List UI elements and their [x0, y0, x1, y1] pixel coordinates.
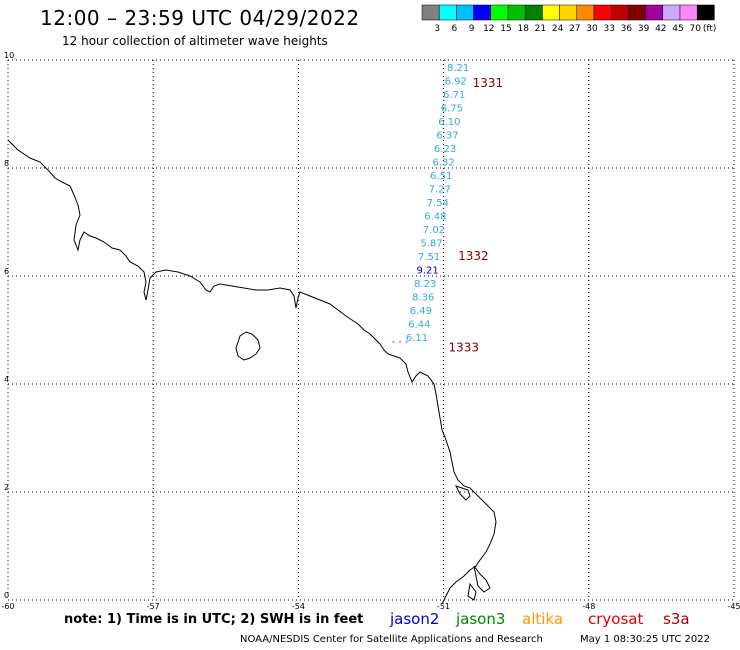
- page-subtitle: 12 hour collection of altimeter wave hei…: [62, 34, 328, 48]
- wave-height-reading: 6.44: [408, 319, 430, 330]
- satellite-s3a: s3a: [663, 610, 690, 628]
- legend-label: 33: [603, 24, 614, 34]
- wave-height-reading: 7.02: [423, 225, 445, 236]
- track-marker: * * *: [391, 339, 408, 348]
- y-tick-label: 2: [4, 483, 9, 492]
- legend-label: 27: [569, 24, 580, 34]
- wave-height-reading: 6.92: [445, 76, 467, 87]
- wave-height-reading: 5.87: [420, 238, 442, 249]
- pass-number-label: 1333: [448, 341, 479, 355]
- x-tick-label: -60: [1, 602, 14, 610]
- wave-height-reading: 6.75: [441, 103, 463, 114]
- legend-label: 9: [469, 24, 475, 34]
- y-tick-label: 6: [4, 267, 9, 276]
- x-tick-label: -51: [437, 602, 450, 610]
- pass-number-label: 1332: [458, 249, 489, 263]
- legend-swatch: [524, 4, 543, 21]
- legend-label: 6: [452, 24, 458, 34]
- legend-label: 24: [552, 24, 564, 34]
- island-path: [235, 331, 261, 361]
- footer-note: note: 1) Time is in UTC; 2) SWH is in fe…: [64, 612, 364, 627]
- legend-label: 3: [434, 24, 440, 34]
- altimeter-track: 8.21 6.92 6.71 6.75 6.10 6.37 6.23 6.32 6.51 7.27…: [391, 63, 469, 348]
- legend-label: 15: [500, 24, 511, 34]
- wave-height-reading: 8.23: [414, 279, 436, 290]
- satellite-cryosat: cryosat: [588, 610, 644, 628]
- page-title: 12:00 – 23:59 UTC 04/29/2022: [40, 6, 360, 30]
- wave-height-reading: 6.48: [424, 211, 446, 222]
- wave-height-reading: 6.10: [438, 117, 460, 128]
- wave-height-reading: 7.54: [427, 198, 449, 209]
- estuary-path: [455, 485, 491, 601]
- legend-label: 36: [621, 24, 633, 34]
- x-tick-label: -48: [582, 602, 595, 610]
- wave-height-reading: 7.51: [418, 252, 440, 263]
- credit-text: NOAA/NESDIS Center for Satellite Applica…: [240, 634, 543, 645]
- legend-label: 39: [638, 24, 650, 34]
- legend-label: 42: [655, 24, 666, 34]
- x-tick-label: -54: [292, 602, 305, 610]
- legend-label: 70: [689, 24, 701, 34]
- wave-height-reading: 6.32: [432, 157, 454, 168]
- legend-label: 12: [483, 24, 494, 34]
- coastline: [7, 139, 497, 605]
- wave-height-reading: 7.27: [429, 184, 451, 195]
- x-tick-label: -57: [147, 602, 160, 610]
- legend-label: 45: [672, 24, 683, 34]
- legend-swatch: [473, 4, 492, 21]
- satellite-jason2: jason2: [390, 610, 440, 628]
- color-legend: 3 6 9 12 15 18 21 24 27 30 33 36 39 42 45 70 (ft): [421, 4, 717, 34]
- y-tick-label: 0: [4, 591, 9, 600]
- legend-swatch: [456, 4, 474, 21]
- satellite-altika: altika: [522, 610, 564, 628]
- legend-label: 30: [586, 24, 598, 34]
- wave-height-reading: 6.11: [406, 333, 428, 344]
- wave-height-reading: 6.37: [436, 130, 458, 141]
- legend-swatch: [421, 4, 440, 21]
- coastline-path: [7, 139, 497, 605]
- wave-height-reading: 8.36: [412, 292, 434, 303]
- wave-height-reading: 6.49: [410, 306, 432, 317]
- legend-label: 18: [517, 24, 529, 34]
- wave-height-reading: 6.71: [443, 90, 465, 101]
- pass-number-label: 1331: [473, 76, 504, 90]
- legend-swatch: [679, 4, 698, 21]
- wave-height-reading: 6.51: [430, 171, 452, 182]
- legend-swatch: [559, 4, 578, 21]
- legend-swatch: [542, 4, 560, 21]
- wave-height-reading: 6.23: [434, 144, 456, 155]
- wave-height-reading: 8.21: [447, 63, 469, 74]
- legend-label: 21: [535, 24, 546, 34]
- legend-unit: (ft): [703, 24, 717, 34]
- legend-swatch: [576, 4, 595, 21]
- legend-swatch: [507, 4, 526, 21]
- map-grid: [7, 59, 735, 601]
- legend-swatch: [662, 4, 681, 21]
- x-tick-label: -45: [727, 602, 740, 610]
- y-tick-label: 4: [4, 375, 9, 384]
- legend-swatch: [628, 4, 646, 21]
- wave-height-map[interactable]: 3 6 9 12 15 18 21 24 27 30 33 36 39 42 45 70 (ft) -60 -57…: [0, 0, 740, 610]
- pass-labels: 1331 1332 1333: [448, 76, 503, 355]
- wave-height-reading: 9.21: [416, 265, 438, 276]
- y-tick-label: 10: [4, 51, 14, 60]
- legend-swatch: [645, 4, 664, 21]
- legend-swatch: [490, 4, 509, 21]
- credit-timestamp: May 1 08:30:25 UTC 2022: [580, 634, 710, 645]
- legend-swatch: [593, 4, 612, 21]
- legend-swatch: [438, 4, 457, 21]
- legend-swatch: [696, 4, 715, 21]
- y-tick-label: 8: [4, 159, 9, 168]
- axis-ticks: -60 -57 -54 -51 -48 -45 10 8 6 4 2 0: [1, 51, 740, 610]
- legend-swatch: [610, 4, 629, 21]
- satellite-jason3: jason3: [456, 610, 506, 628]
